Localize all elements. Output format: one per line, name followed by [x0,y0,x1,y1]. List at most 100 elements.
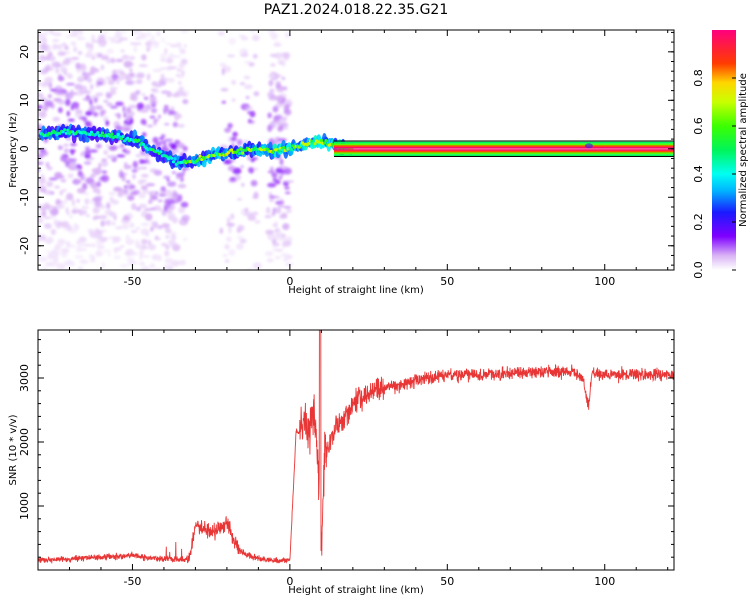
spectrogram-x-label: Height of straight line (km) [288,285,424,296]
spectrogram-noise-cell [177,124,185,128]
spectrogram-noise-cell [90,181,98,189]
spectrogram-ridge-core [307,142,311,146]
spectrogram-noise-cell [182,238,188,241]
spectrogram-noise-cell [89,104,96,112]
spectrogram-x-tick-label: -50 [123,275,141,288]
spectrogram-noise-cell [140,228,150,236]
spectrogram-noise-cell [149,168,158,173]
spectrogram-noise-cell [106,143,110,148]
chart-title: PAZ1.2024.018.22.35.G21 [264,2,449,18]
spectrogram-noise-cell [154,205,162,211]
spectrogram-noise-cell [143,96,149,100]
spectrogram-ridge-core [282,146,286,150]
spectrogram-noise-cell [178,63,185,70]
spectrogram-noise-cell [63,143,69,147]
spectrogram-noise-cell [70,41,77,46]
spectrogram-noise-cell [151,35,155,42]
spectrogram-noise-cell [163,107,167,115]
spectrogram-ticks: -50 0 50 100 -20 -10 0 10 20 [18,30,674,288]
spectrogram-noise-cell [141,173,149,178]
spectrogram-noise-cell [280,116,288,120]
spectrogram-ridge-core [99,133,103,137]
spectrogram-noise-cell [168,110,176,115]
spectrogram-noise-cell [125,180,131,184]
spectrogram-noise-cell [266,258,274,263]
spectrogram-noise-cell [161,223,170,229]
spectrogram-noise-cell [241,183,245,187]
spectrogram-noise-cell [182,99,189,105]
spectrogram-noise-cell [286,263,290,267]
spectrogram-noise-cell [84,198,90,205]
spectrogram-noise-cell [106,102,113,107]
spectrogram-noise-cell [70,143,77,146]
spectrogram-ridge-core [108,135,112,139]
spectrogram-noise-cell [99,215,108,220]
spectrogram-noise-cell [182,145,188,152]
spectrogram-ridge-core [241,151,245,155]
spectrogram-noise-cell [169,52,174,56]
spectrogram-noise-cell [157,254,162,262]
spectrogram-noise-cell [149,95,157,102]
spectrogram-noise-cell [77,265,84,270]
spectrogram-noise-cell [274,255,281,260]
spectrogram-noise-cell [269,53,278,58]
spectrogram-noise-cell [247,214,256,221]
spectrogram-noise-cell [85,111,93,116]
spectrogram-noise-cell [273,42,282,47]
spectrogram-noise-cell [125,116,131,123]
spectrogram-noise-cell [268,79,274,87]
spectrogram-noise-cell [129,67,133,73]
spectrogram-noise-cell [155,84,162,88]
spectrogram-ridge-core [171,160,175,164]
spectrogram-noise-cell [140,118,147,125]
spectrogram-noise-cell [56,226,61,229]
spectrogram-noise-cell [84,146,91,151]
spectrogram-noise-cell [83,161,92,165]
spectrogram-noise-cell [56,244,61,251]
spectrogram-ridge-core [313,142,317,146]
spectrogram-noise-cell [253,191,259,199]
spectrogram-noise-cell [275,235,279,241]
spectrogram-noise-cell [230,136,237,142]
spectrogram-noise-cell [158,137,164,140]
spectrogram-noise-cell [55,262,63,267]
spectrogram-noise-cell [96,189,101,195]
spectrogram-noise-cell [268,96,278,101]
spectrogram-noise-cell [65,98,71,106]
spectrogram-noise-cell [153,44,159,49]
spectrogram-noise-cell [154,137,159,143]
spectrogram-noise-cell [141,238,148,245]
spectrogram-noise-cell [179,49,186,55]
spectrogram-noise-cell [67,118,75,122]
spectrogram-noise-cell [73,224,80,231]
spectrogram-noise-cell [61,42,68,47]
spectrogram-noise-cell [224,244,230,250]
snr-x-tick-label: -50 [123,575,141,588]
spectrogram-noise-cell [85,42,91,49]
spectrogram-noise-cell [106,48,114,54]
spectrogram-noise-cell [43,30,49,37]
spectrogram-noise-cell [53,98,62,102]
spectrogram-noise-cell [181,69,185,77]
spectrogram-noise-cell [38,168,41,172]
spectrogram-noise-cell [86,90,91,95]
spectrogram-noise-cell [269,195,276,199]
spectrogram-noise-cell [109,86,118,91]
spectrogram-noise-cell [76,179,82,184]
spectrogram-noise-cell [58,223,66,227]
spectrogram-noise-cell [146,31,152,38]
spectrogram-noise-cell [166,199,176,205]
spectrogram-noise-cell [76,187,86,194]
spectrogram-noise-cell [45,236,54,243]
spectrogram-noise-cell [274,141,280,144]
spectrogram-noise-cell [177,194,183,202]
spectrogram-noise-cell [95,181,102,187]
spectrogram-noise-cell [274,248,284,252]
spectrogram-noise-cell [252,211,259,216]
spectrogram-noise-cell [270,63,276,67]
spectrogram-noise-cell [42,234,46,242]
spectrogram-ridge-core [173,157,177,161]
spectrogram-noise-cell [145,41,151,46]
spectrogram-noise-cell [129,222,135,228]
spectrogram-noise-cell [163,207,168,212]
